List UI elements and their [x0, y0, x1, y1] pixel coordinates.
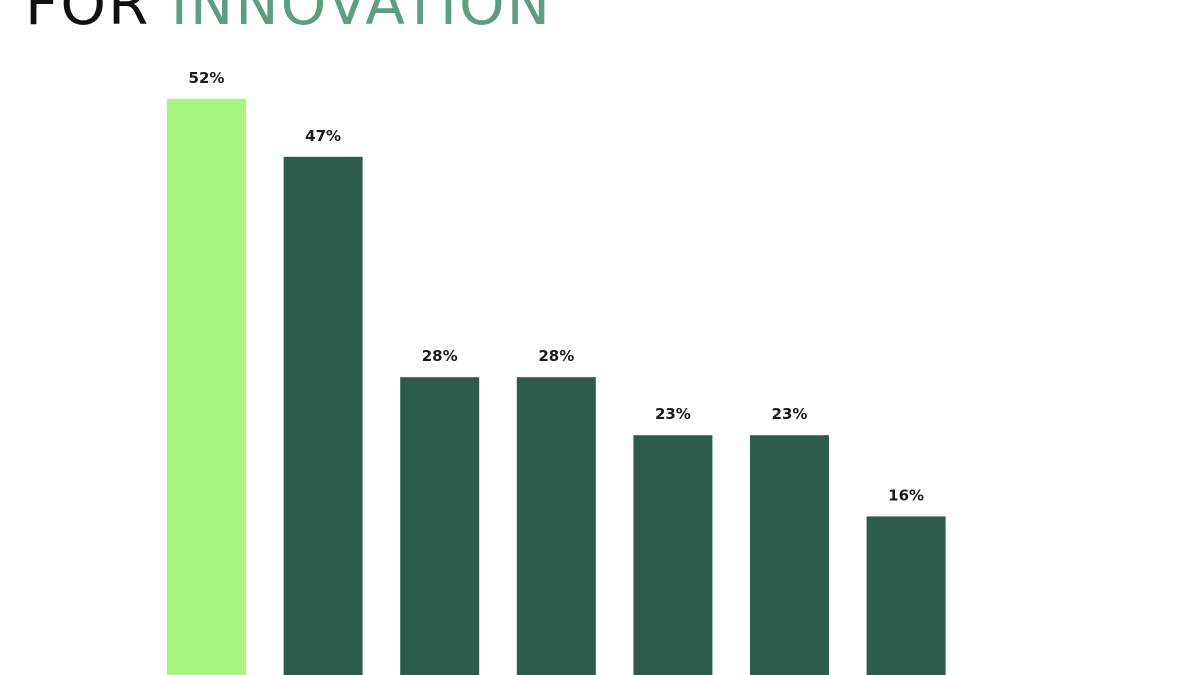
- value-label: 28%: [422, 347, 458, 365]
- bar: [866, 516, 946, 675]
- value-label: 47%: [305, 127, 341, 145]
- value-label: 23%: [655, 405, 691, 423]
- value-label: 23%: [772, 405, 808, 423]
- bar: [400, 377, 480, 675]
- title-text: FOR: [25, 0, 150, 38]
- value-label: 28%: [538, 347, 574, 365]
- bar: [516, 377, 596, 675]
- value-label: 52%: [189, 69, 225, 87]
- bar: [633, 435, 713, 675]
- title-highlight: INNOVATION: [171, 0, 552, 38]
- chart-title: FOR INNOVATION: [25, 0, 552, 38]
- value-label: 16%: [888, 486, 924, 504]
- bar: [750, 435, 829, 675]
- bar: [283, 156, 363, 675]
- bar: [167, 98, 246, 675]
